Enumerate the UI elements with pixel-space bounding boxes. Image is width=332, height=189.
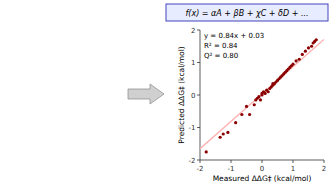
point <box>315 38 318 41</box>
point <box>226 131 229 134</box>
title-box: f(x) = αA + βB + χC + δD + ... <box>166 4 328 21</box>
x-label: Measured ΔΔG‡ (kcal/mol) <box>213 174 312 183</box>
plot-area <box>200 38 324 153</box>
y-tick-label: -1 <box>189 124 196 132</box>
x-tick-label: 0 <box>260 165 264 173</box>
point <box>257 95 260 98</box>
arrow <box>128 84 164 104</box>
chart: f(x) = αA + βB + χC + δD + ... -2 -1 0 1 2 -2 -… <box>0 0 332 189</box>
x-tick <box>231 160 232 163</box>
point <box>304 50 307 53</box>
x-tick-label: 2 <box>322 165 326 173</box>
point <box>240 113 243 116</box>
x-tick <box>262 160 263 163</box>
point <box>291 63 294 66</box>
point <box>219 136 222 139</box>
x-tick <box>293 160 294 163</box>
point <box>253 103 256 106</box>
point <box>234 121 237 124</box>
point <box>245 105 248 108</box>
point <box>222 132 225 135</box>
y-tick-label: -2 <box>189 157 196 165</box>
x-tick-label: -1 <box>228 165 235 173</box>
y-tick <box>197 160 200 161</box>
y-tick <box>197 62 200 63</box>
x-tick-label: -2 <box>197 165 204 173</box>
y-tick-label: 1 <box>191 59 195 67</box>
title-frame <box>166 4 328 21</box>
point <box>298 58 301 61</box>
y-tick <box>197 127 200 128</box>
annotation: y = 0.84x + 0.03 <box>204 32 264 40</box>
fit-line <box>200 39 324 148</box>
point <box>264 92 267 95</box>
x-tick-label: 1 <box>291 165 295 173</box>
annotation: Q² = 0.80 <box>204 52 238 60</box>
y-tick <box>197 30 200 31</box>
point <box>259 98 262 101</box>
point <box>301 53 304 56</box>
x-tick <box>200 160 201 163</box>
y-tick-label: 0 <box>191 92 195 100</box>
annotation: R² = 0.84 <box>204 42 238 50</box>
y-tick <box>197 95 200 96</box>
x-tick <box>324 160 325 163</box>
point <box>248 113 251 116</box>
title: f(x) = αA + βB + χC + δD + ... <box>185 9 308 18</box>
point <box>205 150 208 153</box>
point <box>295 59 298 62</box>
point <box>267 90 270 93</box>
point <box>307 46 310 49</box>
point <box>310 45 313 48</box>
y-label: Predicted ΔΔG‡ (kcal/mol) <box>177 46 186 143</box>
y-tick-label: 2 <box>191 27 195 35</box>
